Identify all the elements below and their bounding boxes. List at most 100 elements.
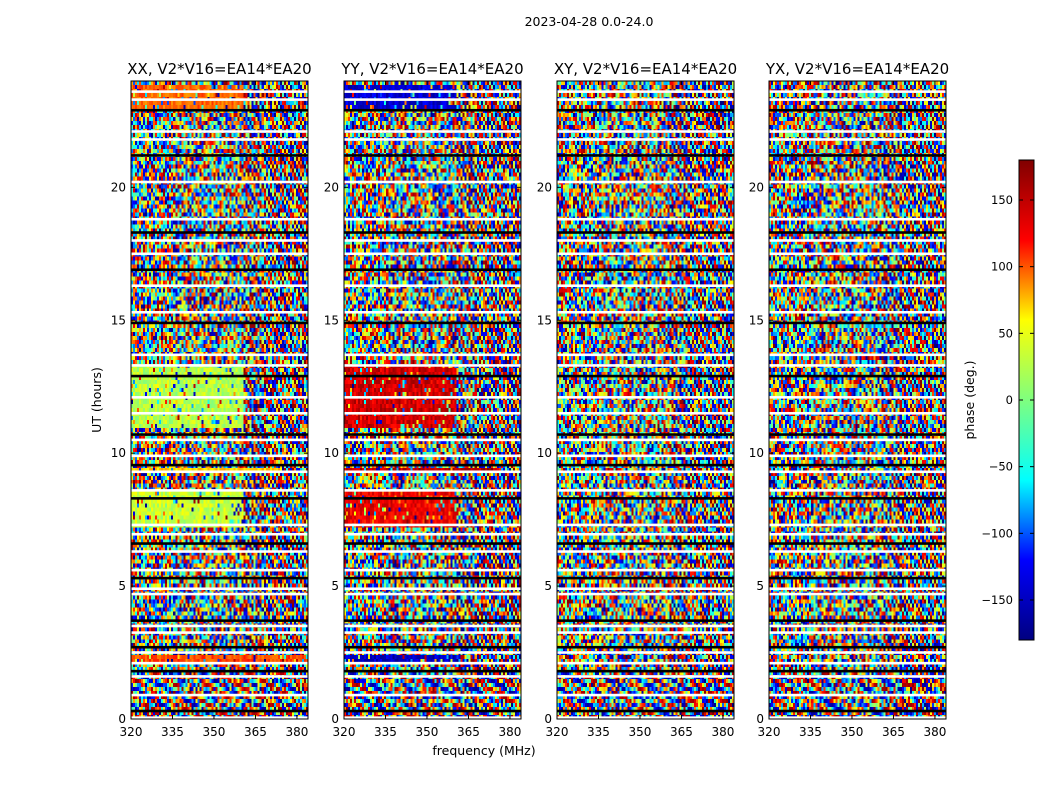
flagged-gap	[131, 645, 308, 649]
flagged-gap	[557, 321, 734, 325]
flagged-gap	[557, 98, 734, 101]
flagged-gap	[769, 411, 946, 415]
colorbar-tick-label: 150	[991, 193, 1013, 207]
flagged-gap	[557, 568, 734, 572]
y-tick-label: 10	[537, 446, 552, 460]
flagged-gap	[769, 433, 946, 436]
flagged-gap	[557, 396, 734, 399]
y-tick-label: 10	[749, 446, 764, 460]
flagged-gap	[131, 90, 308, 93]
flagged-gap	[344, 90, 521, 93]
panel-title: YX, V2*V16=EA14*EA20	[765, 60, 949, 78]
flagged-gap	[769, 624, 946, 628]
y-tick-label: 5	[544, 579, 552, 593]
flagged-gap	[557, 675, 734, 678]
flagged-gap	[769, 651, 946, 654]
flagged-gap	[769, 470, 946, 474]
flagged-gap	[131, 661, 308, 665]
flagged-gap	[557, 180, 734, 184]
flagged-gap	[769, 217, 946, 221]
flagged-gap	[769, 523, 946, 527]
panel-xy: XY, V2*V16=EA14*EA20 320 335 350 365 380 0 5 10 1…	[537, 60, 737, 739]
flagged-gap	[344, 587, 521, 591]
flagged-gap	[557, 252, 734, 256]
flagged-gap	[769, 353, 946, 357]
flagged-gap	[557, 217, 734, 221]
flagged-gap	[344, 411, 521, 415]
flagged-gap	[344, 624, 521, 628]
flagged-gap	[344, 661, 521, 665]
flagged-gap	[557, 576, 734, 580]
flagged-gap	[769, 268, 946, 272]
flagged-gap	[557, 489, 734, 492]
flagged-gap	[131, 550, 308, 553]
axes-frame	[130, 80, 309, 720]
x-tick-label: 380	[498, 725, 521, 739]
flagged-gap	[344, 396, 521, 399]
flagged-gap	[557, 364, 734, 367]
flagged-gap	[344, 497, 521, 500]
flagged-gap	[131, 576, 308, 580]
colorbar-tick-label: −100	[981, 526, 1013, 540]
flagged-gap	[557, 669, 734, 673]
flagged-gap	[769, 693, 946, 697]
flagged-gap	[344, 550, 521, 553]
flagged-gap	[557, 138, 734, 141]
flagged-gap	[557, 631, 734, 634]
flagged-gap	[557, 550, 734, 553]
flagged-gap	[344, 231, 521, 234]
flagged-gap	[344, 716, 521, 719]
x-tick-label: 320	[758, 725, 781, 739]
phase-heatmap-yx	[769, 81, 946, 719]
axes-frame	[768, 80, 947, 720]
flagged-gap	[557, 108, 734, 112]
panel-yx: YX, V2*V16=EA14*EA20 320 335 350 365 380 0 5 10 1…	[749, 60, 949, 739]
colorbar-tick-label: 50	[998, 326, 1013, 340]
flagged-gap	[344, 669, 521, 673]
flagged-gap	[131, 374, 308, 378]
flagged-gap	[769, 310, 946, 314]
flagged-gap	[131, 231, 308, 234]
flagged-gap	[131, 631, 308, 634]
flagged-gap	[557, 716, 734, 719]
flagged-gap	[131, 669, 308, 673]
flagged-gap	[769, 284, 946, 287]
flagged-gap	[131, 709, 308, 713]
flagged-gap	[769, 438, 946, 442]
flagged-gap	[557, 523, 734, 527]
x-tick-label: 365	[882, 725, 905, 739]
flagged-gap	[557, 154, 734, 157]
flagged-gap	[557, 651, 734, 654]
x-tick-label: 320	[120, 725, 143, 739]
phase-heatmap-xy	[557, 81, 734, 719]
flagged-gap	[769, 542, 946, 545]
flagged-gap	[344, 693, 521, 697]
flagged-gap	[131, 542, 308, 545]
flagged-gap	[131, 98, 308, 101]
flagged-gap	[131, 180, 308, 184]
colorbar-label: phase (deg.)	[962, 361, 977, 440]
panel-xx: XX, V2*V16=EA14*EA20 320 335 350 365 380 0 5 10 1…	[111, 60, 312, 739]
flagged-gap	[344, 433, 521, 436]
flagged-gap	[557, 438, 734, 442]
y-tick-label: 20	[537, 180, 552, 194]
x-tick-label: 365	[244, 725, 267, 739]
flagged-gap	[131, 587, 308, 591]
flagged-gap	[131, 284, 308, 287]
flagged-gap	[344, 284, 521, 287]
flagged-gap	[131, 592, 308, 596]
flagged-gap	[557, 592, 734, 596]
flagged-gap	[557, 709, 734, 713]
y-tick-label: 10	[111, 446, 126, 460]
flagged-gap	[769, 489, 946, 492]
flagged-gap	[344, 268, 521, 272]
figure-suptitle: 2023-04-28 0.0-24.0	[525, 14, 654, 29]
colorbar-tick-label: −150	[981, 593, 1013, 607]
flagged-gap	[131, 619, 308, 622]
x-tick-label: 350	[416, 725, 439, 739]
flagged-gap	[344, 523, 521, 527]
colorbar-tick-label: 100	[991, 260, 1013, 274]
flagged-gap	[557, 542, 734, 545]
flagged-gap	[131, 523, 308, 527]
